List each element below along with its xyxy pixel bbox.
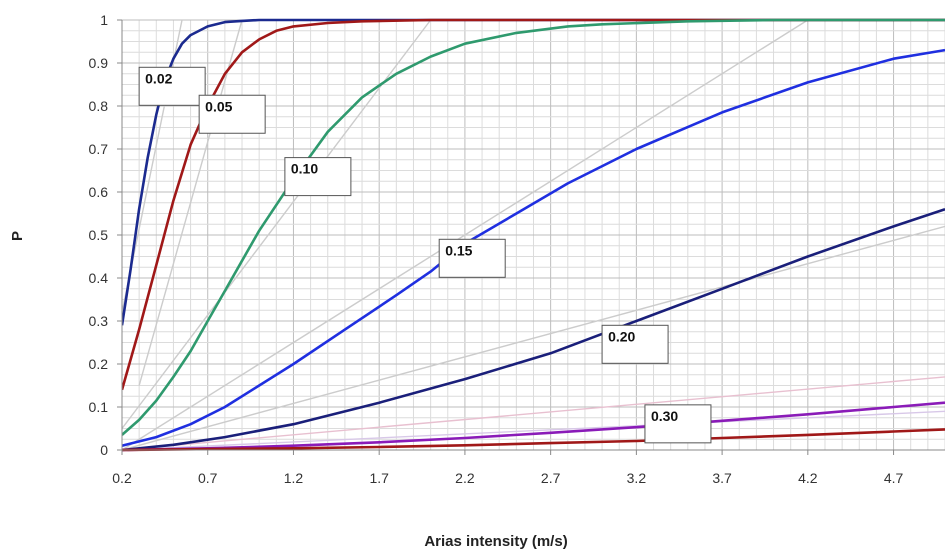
y-tick-label: 0.8 — [89, 98, 109, 114]
curve-label-frame — [198, 94, 266, 134]
x-tick-label: 1.7 — [369, 470, 389, 486]
series-line-6 — [122, 428, 945, 452]
y-axis-title: P — [9, 231, 26, 241]
curve-label-frame — [138, 66, 206, 106]
curve-label-text: 0.30 — [651, 408, 678, 424]
curve-label-box: 0.10 — [284, 157, 352, 197]
curve-label-frame — [284, 157, 352, 197]
curve-label-box: 0.30 — [644, 404, 712, 444]
x-tick-label: 2.2 — [455, 470, 475, 486]
x-tick-label: 2.7 — [541, 470, 561, 486]
y-tick-label: 0.3 — [89, 313, 109, 329]
curve-label-box: 0.15 — [438, 238, 506, 278]
y-tick-label: 0.6 — [89, 184, 109, 200]
x-axis-title: Arias intensity (m/s) — [424, 533, 567, 550]
series-lines — [122, 18, 945, 452]
series-line-0.05 — [122, 18, 945, 391]
y-tick-label: 0.4 — [89, 270, 109, 286]
reference-line — [121, 410, 945, 451]
axes: 0.2 0.7 1.2 1.7 2.2 2.7 3.2 3.7 4.2 4.7 0 0.1 0.2 0.3… — [89, 12, 945, 486]
reference-line — [138, 19, 243, 386]
curve-label-text: 0.10 — [291, 161, 318, 177]
grid — [121, 19, 945, 451]
y-tick-label: 1 — [100, 12, 108, 28]
reference-line — [121, 376, 945, 451]
y-tick-label: 0.9 — [89, 55, 109, 71]
y-tick-label: 0.7 — [89, 141, 109, 157]
curve-label-frame — [438, 238, 506, 278]
series-line-0.10 — [122, 18, 945, 436]
curve-label-box: 0.05 — [198, 94, 266, 134]
series-line-0.15 — [122, 48, 945, 447]
curve-label-box: 0.02 — [138, 66, 206, 106]
curve-label-text: 0.15 — [445, 242, 472, 258]
reference-lines — [121, 19, 945, 451]
x-tick-label: 3.7 — [712, 470, 732, 486]
x-tick-label: 1.2 — [284, 470, 304, 486]
reference-line — [121, 19, 809, 451]
x-tick-label: 3.2 — [627, 470, 647, 486]
y-tick-label: 0.1 — [89, 399, 109, 415]
x-tick-label: 4.7 — [884, 470, 904, 486]
curve-label-text: 0.02 — [145, 70, 172, 86]
series-line-0.02 — [122, 18, 945, 326]
y-tick-label: 0 — [100, 442, 108, 458]
curve-label-box: 0.20 — [601, 324, 669, 364]
curve-label-frame — [601, 324, 669, 364]
curve-labels: 0.02 0.05 0.10 0.15 0.20 0.30 — [138, 66, 712, 444]
curve-label-frame — [644, 404, 712, 444]
x-tick-label: 4.2 — [798, 470, 818, 486]
reference-line — [121, 225, 945, 451]
reference-line — [121, 19, 432, 429]
curve-label-text: 0.05 — [205, 98, 232, 114]
x-tick-label: 0.7 — [198, 470, 218, 486]
x-tick-label: 0.2 — [112, 470, 132, 486]
y-tick-label: 0.2 — [89, 356, 109, 372]
y-tick-label: 0.5 — [89, 227, 109, 243]
curve-label-text: 0.20 — [608, 328, 635, 344]
series-line-0.30 — [122, 401, 945, 452]
series-line-0.20 — [122, 207, 945, 452]
